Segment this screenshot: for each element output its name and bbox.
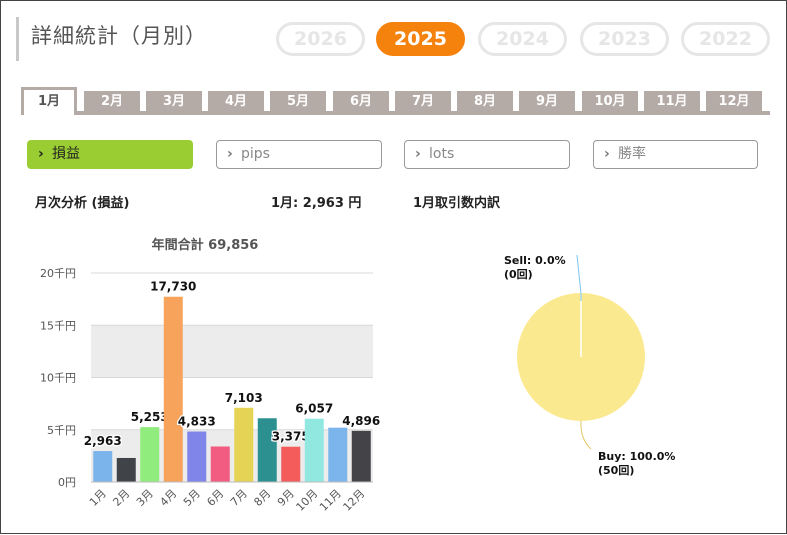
- grid-band: [91, 325, 373, 378]
- bar-2: [116, 457, 136, 482]
- x-tick-label: 3月: [134, 487, 156, 509]
- month-tabs-rail: [21, 111, 770, 115]
- y-tick-label: 0円: [58, 476, 76, 489]
- chevron-right-icon: ›: [415, 146, 421, 162]
- chart-title: 年間合計 69,856: [152, 237, 259, 253]
- month-tab-6[interactable]: 6月: [333, 91, 389, 113]
- x-tick-label: 10月: [294, 487, 321, 514]
- metric-pips-button[interactable]: › pips: [216, 140, 382, 169]
- page-title: 詳細統計（月別）: [31, 24, 207, 48]
- metric-profit-button[interactable]: › 損益: [27, 140, 193, 169]
- x-tick-label: 5月: [181, 487, 203, 509]
- data-label: 17,730: [150, 280, 196, 294]
- bar-5: [187, 431, 207, 482]
- month-tab-10[interactable]: 10月: [582, 91, 638, 113]
- pie-sell-connector: [576, 254, 582, 301]
- month-tab-7[interactable]: 7月: [395, 91, 451, 113]
- month-tab-5[interactable]: 5月: [270, 91, 326, 113]
- page-title-bar: 詳細統計（月別）: [16, 17, 207, 61]
- year-tab-2025[interactable]: 2025: [376, 22, 465, 56]
- metric-lots-button[interactable]: › lots: [404, 140, 570, 169]
- month-tab-9[interactable]: 9月: [519, 91, 575, 113]
- bar-9: [281, 446, 301, 482]
- chevron-right-icon: ›: [604, 146, 610, 162]
- month-tab-3[interactable]: 3月: [146, 91, 202, 113]
- x-tick-label: 11月: [317, 487, 344, 514]
- bar-3: [140, 427, 160, 482]
- bar-4: [163, 296, 183, 482]
- x-tick-label: 6月: [204, 487, 226, 509]
- year-tab-2023[interactable]: 2023: [580, 22, 669, 56]
- month-tab-4[interactable]: 4月: [208, 91, 264, 113]
- bar-10: [304, 418, 324, 482]
- data-label: 6,057: [295, 402, 333, 416]
- monthly-analysis-heading: 月次分析 (損益): [35, 196, 130, 211]
- metric-winrate-label: 勝率: [618, 146, 646, 162]
- month-tab-11[interactable]: 11月: [644, 91, 700, 113]
- data-label: 5,253: [131, 410, 169, 424]
- metric-lots-label: lots: [429, 146, 455, 162]
- data-label: 4,833: [178, 414, 216, 428]
- selected-month-summary: 1月: 2,963 円: [271, 196, 362, 211]
- year-tab-2024[interactable]: 2024: [478, 22, 567, 56]
- y-tick-label: 20千円: [40, 267, 76, 280]
- year-tab-2022[interactable]: 2022: [681, 22, 770, 56]
- data-label: 7,103: [225, 391, 263, 405]
- month-tab-2[interactable]: 2月: [84, 91, 140, 113]
- trade-breakdown-pie-chart: [517, 254, 645, 450]
- x-tick-label: 8月: [251, 487, 273, 509]
- y-tick-label: 10千円: [40, 372, 76, 385]
- bar-1: [93, 451, 113, 482]
- x-tick-label: 1月: [87, 487, 109, 509]
- trade-breakdown-heading: 1月取引数内訳: [413, 196, 501, 211]
- data-label: 4,896: [342, 414, 380, 428]
- chevron-right-icon: ›: [38, 146, 44, 162]
- chevron-right-icon: ›: [227, 146, 233, 162]
- data-label: 2,963: [84, 434, 122, 448]
- bar-7: [234, 407, 254, 482]
- pie-buy-connector: [580, 420, 592, 450]
- metric-pips-label: pips: [241, 146, 270, 162]
- metric-winrate-button[interactable]: › 勝率: [593, 140, 758, 169]
- x-tick-label: 12月: [341, 487, 368, 514]
- x-tick-label: 2月: [110, 487, 132, 509]
- monthly-profit-bar-chart: 年間合計 69,856 0円 5千円 10千円 15千円 20千円 2,963 1月 2月 5,…: [40, 237, 381, 514]
- month-tab-1[interactable]: 1月: [21, 87, 77, 115]
- x-tick-label: 4月: [157, 487, 179, 509]
- pie-sell-percent: Sell: 0.0%: [504, 254, 566, 267]
- bar-11: [328, 427, 348, 482]
- bar-6: [210, 446, 230, 482]
- bar-12: [351, 430, 371, 482]
- grid-band: [91, 429, 373, 482]
- data-label: 3,375: [272, 430, 310, 444]
- month-tab-12[interactable]: 12月: [706, 91, 762, 113]
- pie-buy-count: (50回): [598, 464, 635, 477]
- pie-sell-label: Sell: 0.0% (0回): [504, 254, 566, 282]
- metric-profit-label: 損益: [52, 146, 80, 162]
- pie-buy-percent: Buy: 100.0%: [598, 450, 676, 463]
- month-tab-8[interactable]: 8月: [457, 91, 513, 113]
- bar-8: [257, 418, 277, 482]
- y-tick-label: 15千円: [40, 319, 76, 332]
- year-tab-2026[interactable]: 2026: [276, 22, 365, 56]
- y-tick-label: 5千円: [47, 424, 76, 437]
- pie-buy-label: Buy: 100.0% (50回): [598, 450, 675, 478]
- pie-sell-count: (0回): [504, 268, 533, 281]
- x-tick-label: 7月: [228, 487, 250, 509]
